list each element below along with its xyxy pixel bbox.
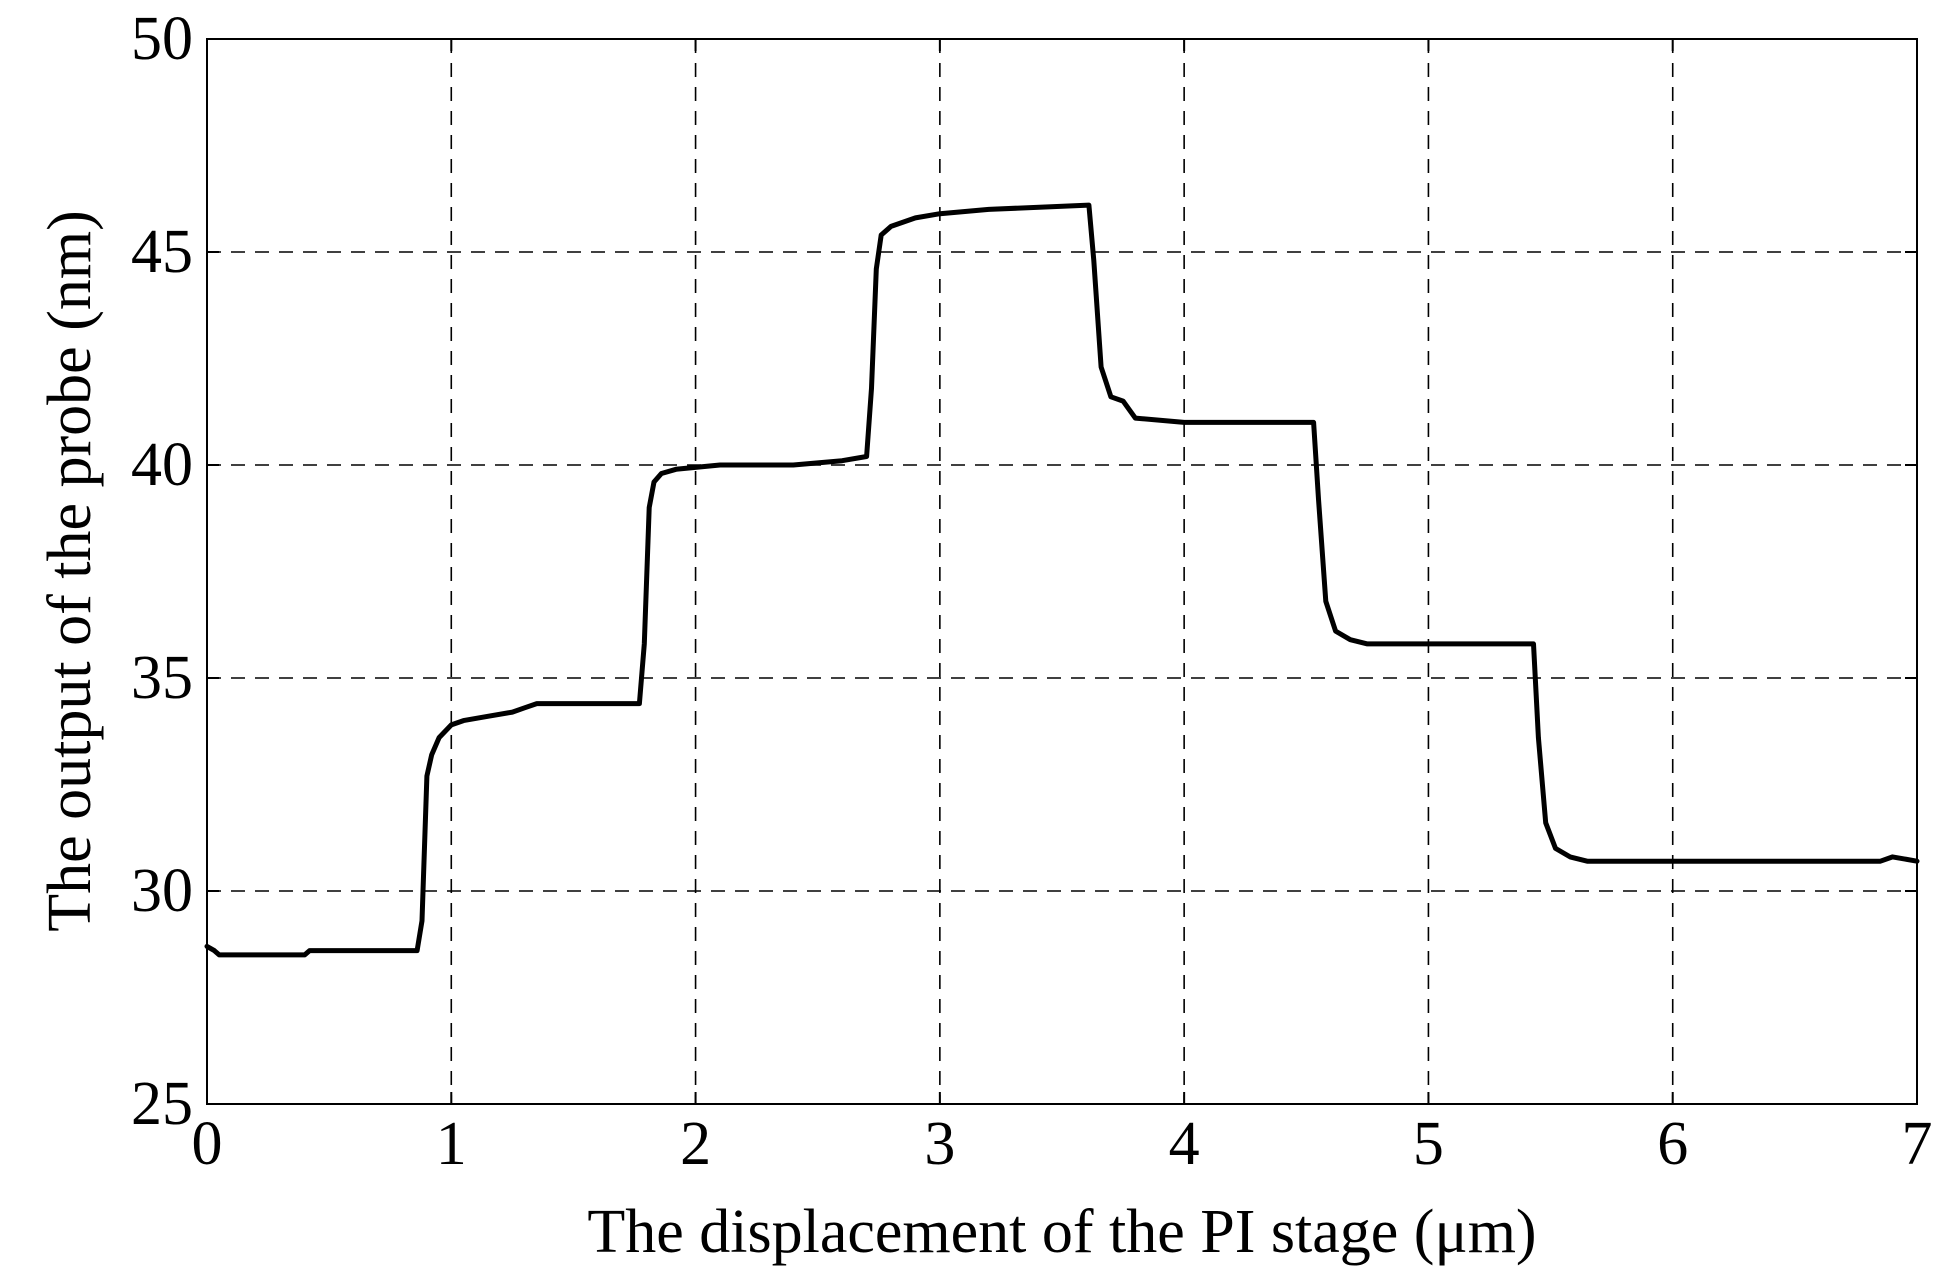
y-tick-label: 30 bbox=[131, 857, 193, 925]
x-tick-label: 7 bbox=[1902, 1110, 1933, 1178]
y-tick-label: 25 bbox=[131, 1070, 193, 1138]
x-tick-label: 1 bbox=[436, 1110, 467, 1178]
y-tick-label: 35 bbox=[131, 644, 193, 712]
grid bbox=[207, 39, 1917, 1104]
y-tick-label: 45 bbox=[131, 218, 193, 286]
plot-frame bbox=[206, 38, 1918, 1105]
x-tick-label: 0 bbox=[192, 1110, 223, 1178]
series-layer bbox=[204, 202, 1920, 958]
x-tick-label: 3 bbox=[924, 1110, 955, 1178]
x-tick-label: 6 bbox=[1657, 1110, 1688, 1178]
y-axis-label: The output of the probe (nm) bbox=[36, 210, 104, 931]
x-axis-label: The displacement of the PI stage (μm) bbox=[587, 1198, 1536, 1266]
y-tick-label: 40 bbox=[131, 431, 193, 499]
x-tick-label: 5 bbox=[1413, 1110, 1444, 1178]
y-tick-label: 50 bbox=[131, 5, 193, 73]
x-tick-labels: 0 1 2 3 4 5 6 7 bbox=[192, 1110, 1933, 1178]
x-tick-label: 4 bbox=[1169, 1110, 1200, 1178]
series-line bbox=[204, 202, 1920, 958]
x-tick-label: 2 bbox=[680, 1110, 711, 1178]
y-tick-labels: 25 30 35 40 45 50 bbox=[131, 5, 193, 1138]
tick-marks bbox=[206, 38, 1918, 1105]
